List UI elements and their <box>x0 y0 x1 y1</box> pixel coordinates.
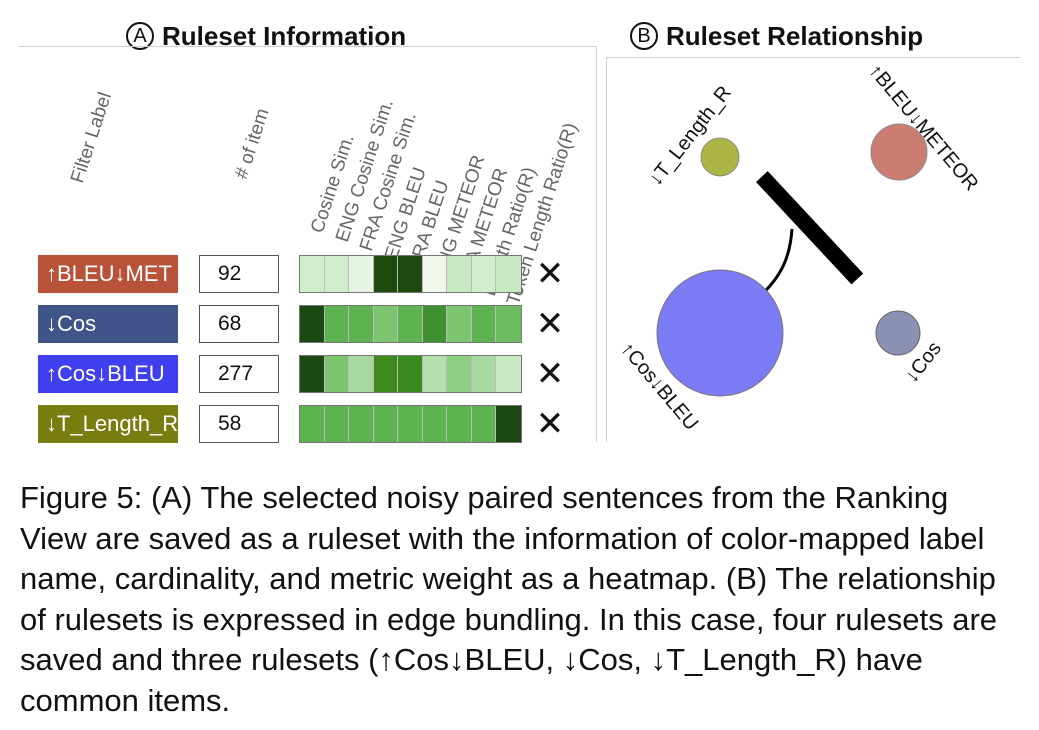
panel-a-title: A Ruleset Information <box>126 18 406 54</box>
heatmap-cell <box>398 356 423 392</box>
node-bleu-meteor[interactable] <box>870 123 928 181</box>
heatmap-cell <box>300 306 325 342</box>
heatmap-cell <box>324 406 349 442</box>
item-count: 68 <box>199 305 279 343</box>
heatmap-cell <box>349 256 374 292</box>
metric-heatmap-row <box>299 405 522 443</box>
metric-heatmap-row <box>299 355 522 393</box>
panel-b-marker: B <box>630 22 658 50</box>
metric-heatmap-row <box>299 255 522 293</box>
panel-b-title: B Ruleset Relationship <box>630 18 923 54</box>
node-t-length-r[interactable] <box>700 137 740 177</box>
filter-label-chip[interactable]: ↓T_Length_R <box>38 405 178 443</box>
heatmap-cell <box>373 406 398 442</box>
heatmap-cell <box>300 256 325 292</box>
heatmap-cell <box>471 306 496 342</box>
heatmap-cell <box>496 356 521 392</box>
heatmap-cell <box>398 306 423 342</box>
heatmap-cell <box>447 406 472 442</box>
heatmap-cell <box>471 256 496 292</box>
heatmap-cell <box>373 256 398 292</box>
panel-a-marker: A <box>126 22 154 50</box>
heatmap-cell <box>349 306 374 342</box>
heatmap-cell <box>349 406 374 442</box>
heatmap-cell <box>324 306 349 342</box>
heatmap-cell <box>496 406 521 442</box>
heatmap-cell <box>422 356 447 392</box>
header-filter-label: Filter Label <box>67 89 117 186</box>
item-count: 58 <box>199 405 279 443</box>
item-count: 92 <box>199 255 279 293</box>
heatmap-cell <box>447 256 472 292</box>
panel-a-right-border <box>596 46 597 442</box>
heatmap-cell <box>447 356 472 392</box>
figure-caption: Figure 5: (A) The selected noisy paired … <box>20 480 998 718</box>
heatmap-cell <box>471 356 496 392</box>
filter-label-chip[interactable]: ↑BLEU↓MET <box>38 255 178 293</box>
heatmap-cell <box>447 306 472 342</box>
heatmap-cell <box>300 406 325 442</box>
heatmap-cell <box>422 306 447 342</box>
delete-ruleset-icon[interactable]: ✕ <box>535 355 565 393</box>
filter-label-chip[interactable]: ↑Cos↓BLEU <box>38 355 178 393</box>
node-cos[interactable] <box>875 310 921 356</box>
item-count: 277 <box>199 355 279 393</box>
panel-a-top-border <box>18 46 596 47</box>
panel-b-top-border <box>606 57 1020 58</box>
panel-b-left-border <box>606 57 607 442</box>
heatmap-cell <box>349 356 374 392</box>
heatmap-cell <box>324 256 349 292</box>
delete-ruleset-icon[interactable]: ✕ <box>535 255 565 293</box>
heatmap-cell <box>324 356 349 392</box>
metric-heatmap-row <box>299 305 522 343</box>
heatmap-cell <box>398 406 423 442</box>
heatmap-cell <box>496 256 521 292</box>
heatmap-cell <box>496 306 521 342</box>
node-label-bleu-meteor: ↑BLEU↓METEOR <box>864 60 982 195</box>
node-cos-bleu[interactable] <box>656 269 784 397</box>
heatmap-cell <box>398 256 423 292</box>
filter-label-chip[interactable]: ↓Cos <box>38 305 178 343</box>
heatmap-cell <box>471 406 496 442</box>
delete-ruleset-icon[interactable]: ✕ <box>535 405 565 443</box>
heatmap-cell <box>422 256 447 292</box>
heatmap-cell <box>373 306 398 342</box>
panel-b-title-text: Ruleset Relationship <box>666 20 924 51</box>
heatmap-cell <box>300 356 325 392</box>
ruleset-relationship-graph: ↓T_Length_R ↑BLEU↓METEOR ↑Cos↓BLEU ↓Cos <box>616 60 982 435</box>
heatmap-cell <box>422 406 447 442</box>
panel-a-title-text: Ruleset Information <box>162 20 407 51</box>
edge-bundle-bar <box>756 171 864 285</box>
header-num-items: # of item <box>231 105 274 182</box>
heatmap-cell <box>373 356 398 392</box>
delete-ruleset-icon[interactable]: ✕ <box>535 305 565 343</box>
